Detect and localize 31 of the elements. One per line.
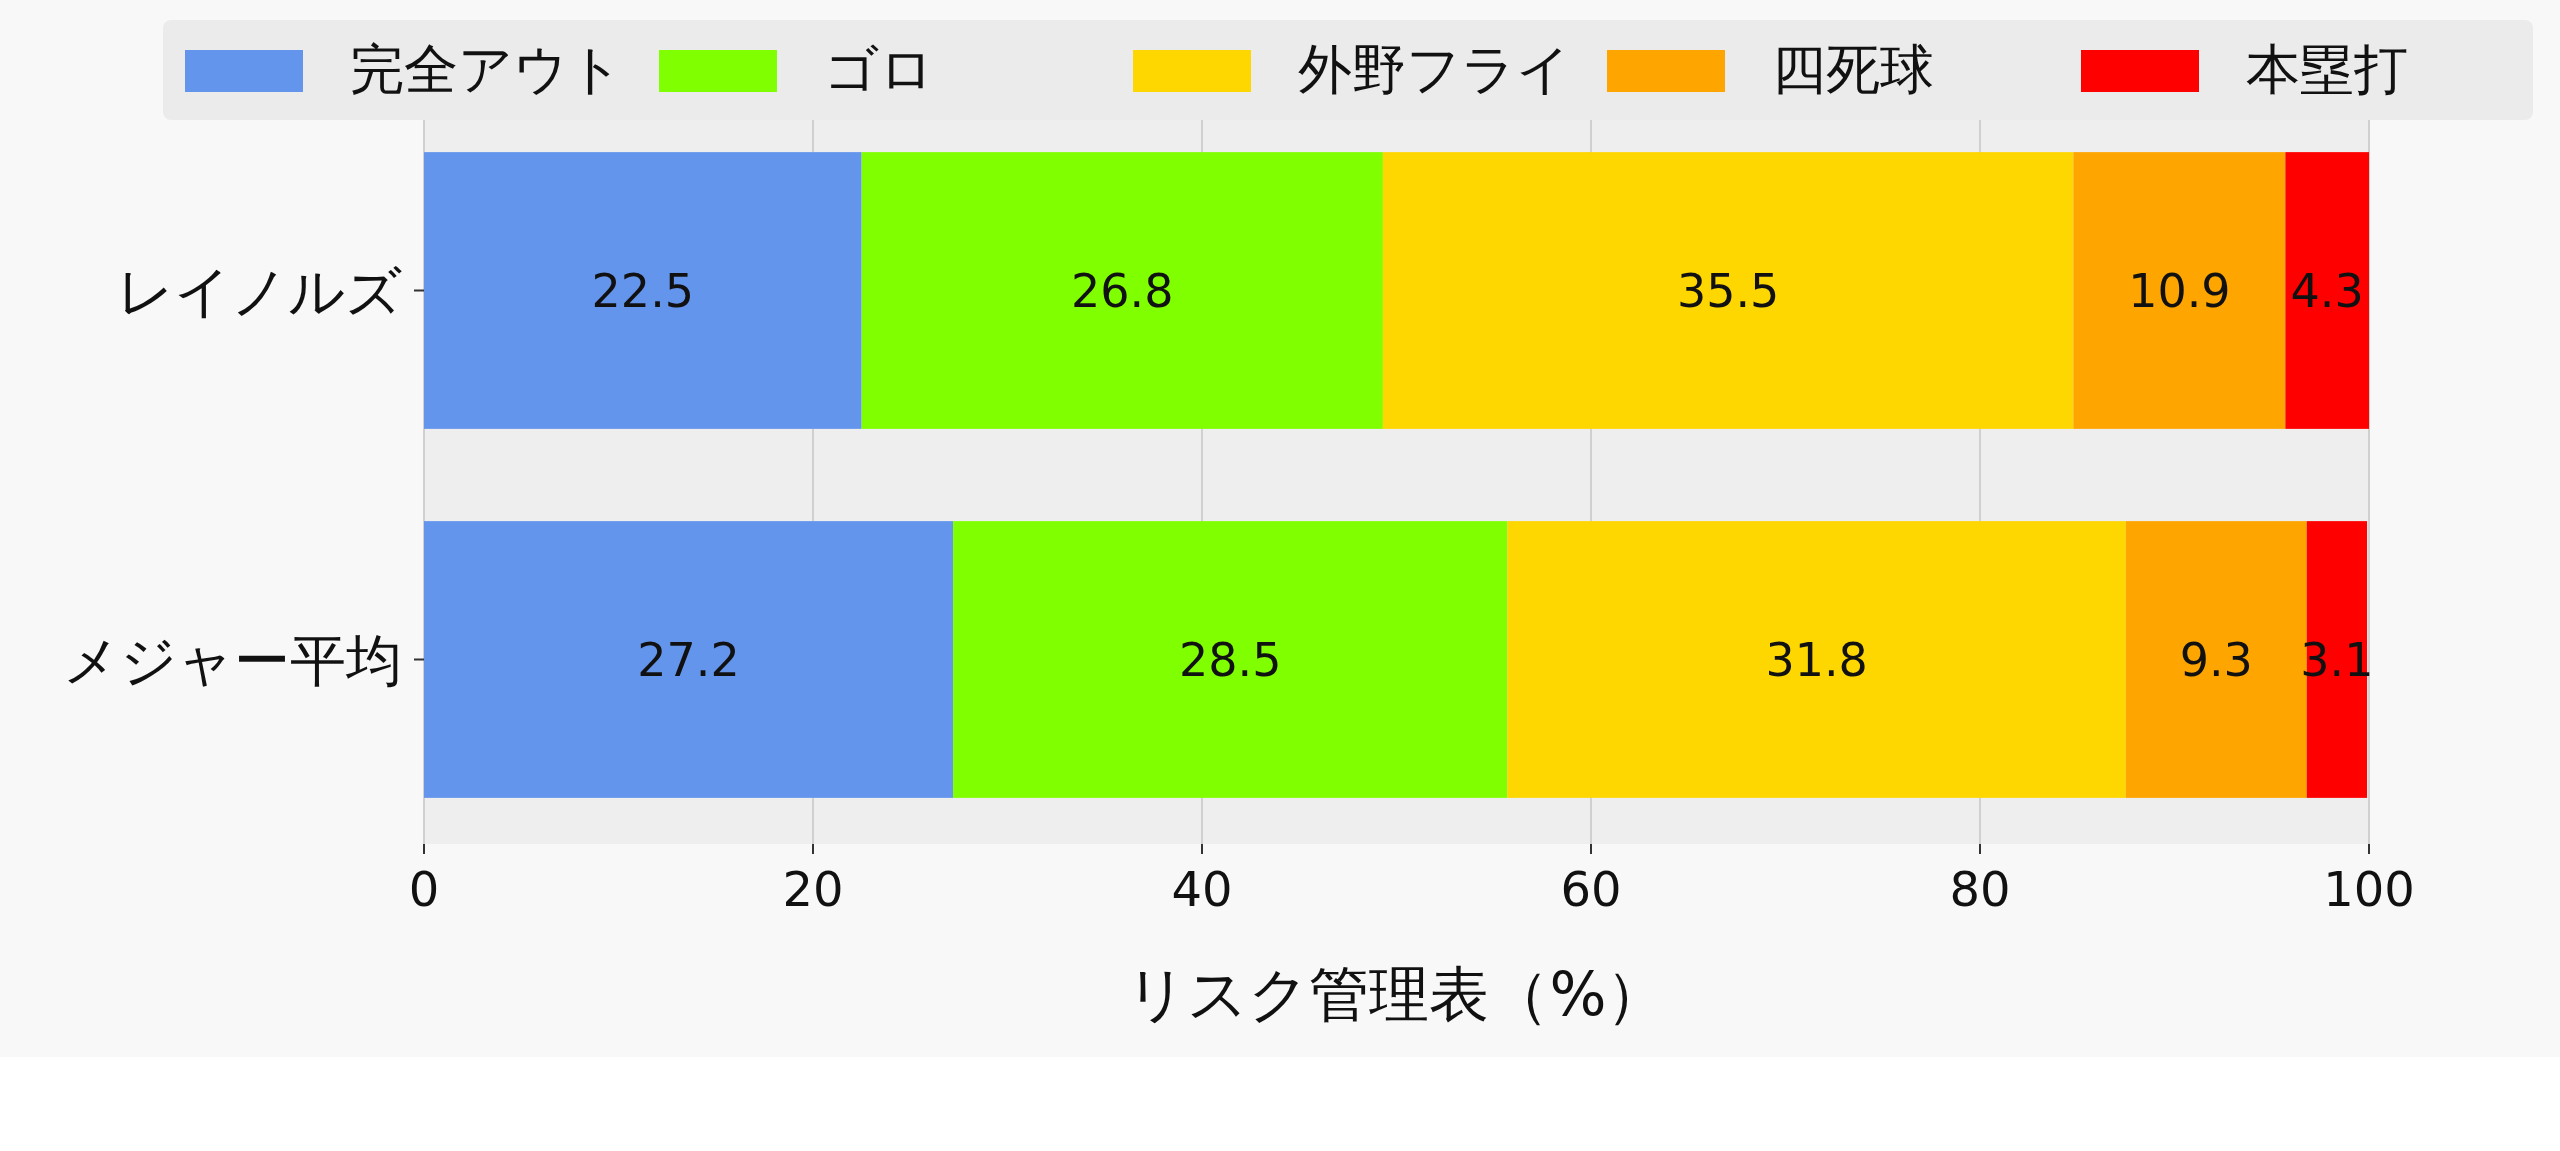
data-label: 28.5 bbox=[1178, 632, 1282, 687]
bar bbox=[424, 152, 862, 429]
legend-label: ゴロ bbox=[824, 38, 934, 101]
data-label: 4.3 bbox=[2290, 263, 2364, 318]
data-label: 27.2 bbox=[637, 632, 740, 687]
x-tick-label: 60 bbox=[1560, 861, 1622, 917]
bar bbox=[1382, 152, 2074, 429]
data-label: 31.8 bbox=[1765, 632, 1868, 687]
legend-label: 本塁打 bbox=[2246, 38, 2408, 101]
bar bbox=[424, 521, 954, 798]
x-tick-label: 100 bbox=[2323, 861, 2415, 917]
legend-label: 四死球 bbox=[1772, 38, 1934, 101]
data-label: 10.9 bbox=[2128, 263, 2231, 318]
bar bbox=[2073, 152, 2286, 429]
data-label: 35.5 bbox=[1676, 263, 1780, 318]
y-tick-label: レイノルズ bbox=[117, 258, 402, 324]
x-tick-label: 80 bbox=[1949, 861, 2011, 917]
x-tick-label: 20 bbox=[782, 861, 844, 917]
bar bbox=[1507, 521, 2126, 798]
data-label: 26.8 bbox=[1071, 263, 1174, 318]
bar bbox=[861, 152, 1383, 429]
data-label: 9.3 bbox=[2179, 632, 2253, 687]
bar bbox=[2285, 152, 2369, 429]
legend-label: 完全アウト bbox=[350, 38, 623, 101]
x-tick-label: 40 bbox=[1171, 861, 1233, 917]
y-tick-label: メジャー平均 bbox=[63, 627, 402, 693]
data-label: 22.5 bbox=[591, 263, 695, 318]
legend-label: 外野フライ bbox=[1298, 38, 1571, 101]
bar bbox=[953, 521, 1508, 798]
x-axis-title: リスク管理表（%） bbox=[1126, 959, 1667, 1029]
x-tick-label: 0 bbox=[408, 861, 440, 917]
